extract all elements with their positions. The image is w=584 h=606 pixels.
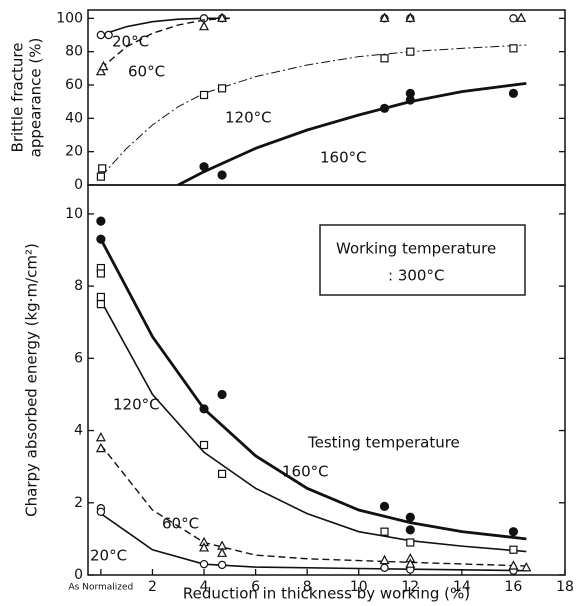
point: [217, 84, 227, 93]
fit-curve: [100, 17, 230, 69]
series-label: 60°C: [162, 515, 199, 533]
fit-curve: [100, 17, 230, 36]
fit-curve: [99, 238, 527, 541]
fit-curve: [100, 44, 527, 178]
series-label: 20°C: [112, 33, 149, 51]
point: [96, 216, 106, 226]
point: [405, 525, 415, 535]
y-tick-label: 2: [74, 495, 83, 511]
legend-box: [319, 224, 526, 296]
point: [509, 14, 518, 23]
point: [379, 501, 390, 511]
y-tick-label: 4: [74, 423, 83, 439]
y-tick-label: 40: [65, 110, 83, 126]
x-tick-label: 14: [453, 579, 471, 595]
point: [379, 103, 390, 113]
plot-frame: [87, 184, 566, 576]
fit-curve: [177, 81, 527, 187]
point: [95, 65, 106, 76]
y-tick-label: 20: [65, 144, 83, 160]
x-tick-label: 2: [148, 579, 157, 595]
y-axis-label: appearance (%): [27, 38, 45, 158]
point: [521, 562, 532, 572]
point: [379, 554, 390, 565]
x-tick-label: 6: [251, 579, 260, 595]
series-label: 60°C: [128, 63, 165, 81]
point: [379, 12, 390, 22]
point: [508, 560, 519, 570]
point: [380, 54, 389, 63]
y-tick-label: 100: [56, 10, 83, 26]
point: [405, 12, 416, 22]
box-text: Working temperature: [336, 240, 496, 258]
point: [96, 507, 106, 517]
y-tick-label: 0: [74, 177, 83, 193]
point: [217, 560, 227, 570]
point: [104, 30, 113, 40]
x-axis-label: Reduction in thickness by working (%): [183, 585, 470, 603]
point: [516, 12, 527, 22]
point: [217, 170, 227, 180]
point: [199, 404, 209, 414]
point: [98, 60, 109, 71]
point: [406, 538, 415, 547]
series-label: 160°C: [320, 149, 367, 167]
y-axis-label: Brittle fracture: [9, 43, 27, 153]
annotation: Testing temperature: [307, 434, 460, 452]
y-tick-label: 8: [74, 278, 83, 294]
point: [217, 469, 227, 478]
point: [199, 90, 209, 100]
series-label: 120°C: [113, 396, 160, 414]
point: [406, 47, 415, 56]
point: [96, 269, 105, 278]
y-tick-label: 6: [74, 350, 83, 366]
point: [217, 547, 228, 557]
y-tick-label: 80: [65, 44, 83, 60]
point: [405, 558, 416, 568]
y-tick-label: 60: [65, 77, 83, 93]
x-tick-label: 18: [556, 579, 574, 595]
x-tick-label: 16: [505, 579, 523, 595]
point: [96, 234, 106, 244]
point: [509, 545, 518, 554]
point: [199, 20, 210, 31]
point: [96, 30, 106, 40]
point: [95, 442, 106, 453]
point: [380, 563, 389, 572]
x-tick-label: 10: [350, 579, 368, 595]
series-label: 120°C: [225, 109, 272, 127]
point: [508, 88, 519, 98]
y-tick-label: 10: [65, 206, 83, 222]
point: [199, 162, 209, 172]
point: [199, 542, 210, 552]
point: [405, 95, 415, 105]
point: [96, 172, 105, 181]
point: [217, 389, 227, 400]
series-label: 160°C: [282, 463, 329, 481]
x-tick-label: 4: [200, 579, 209, 595]
point: [509, 44, 518, 53]
y-axis-label: Charpy absorbed energy (kg·m/cm²): [23, 243, 41, 517]
fit-curve: [100, 444, 527, 567]
point: [95, 432, 106, 442]
point: [96, 292, 105, 302]
point: [217, 12, 228, 22]
point: [508, 527, 519, 537]
x-tick-label: 12: [401, 579, 419, 595]
x-tick-label: As Normalized: [69, 583, 134, 593]
point: [98, 164, 107, 173]
point: [96, 300, 105, 309]
fit-curve: [100, 300, 527, 553]
series-label: 20°C: [90, 547, 127, 565]
point: [199, 559, 209, 569]
y-tick-label: 0: [74, 567, 83, 583]
x-tick-label: 8: [303, 579, 312, 595]
box-text: : 300°C: [388, 267, 444, 285]
point: [380, 527, 389, 536]
point: [405, 512, 415, 522]
point: [199, 440, 209, 450]
